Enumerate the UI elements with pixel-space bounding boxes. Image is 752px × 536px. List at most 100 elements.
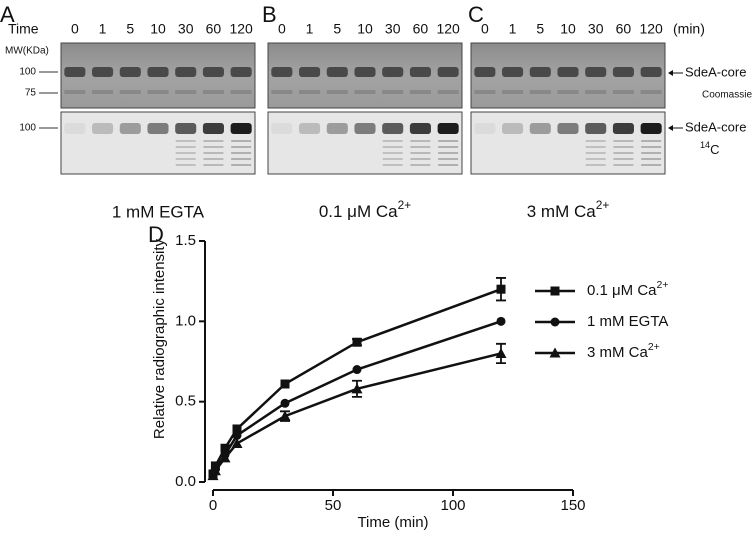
time-label: 0 — [278, 21, 286, 37]
faint-band — [119, 90, 141, 94]
faint-band — [92, 90, 114, 94]
band-label: SdeA-core — [685, 119, 746, 134]
radio-smear — [410, 140, 431, 142]
faint-band — [557, 90, 579, 94]
radio-label: 14C — [700, 140, 720, 157]
panel-letter: B — [262, 2, 277, 27]
coomassie-band — [202, 67, 224, 77]
radio-smear — [175, 164, 196, 166]
faint-band — [640, 90, 662, 94]
radio-smear — [585, 140, 606, 142]
unit-label: (min) — [673, 21, 705, 37]
faint-band — [230, 90, 252, 94]
marker — [232, 430, 242, 440]
radio-band — [640, 123, 662, 134]
coomassie-band — [529, 67, 551, 77]
radiograph-gel — [60, 111, 256, 175]
faint-band — [299, 90, 321, 94]
time-label: 60 — [206, 21, 222, 37]
radio-smear — [438, 164, 459, 166]
radio-smear — [613, 152, 634, 154]
marker — [496, 316, 506, 326]
band-label: SdeA-core — [685, 64, 746, 79]
time-label: 120 — [436, 21, 460, 37]
faint-band — [382, 90, 404, 94]
faint-band — [202, 90, 224, 94]
marker — [495, 347, 507, 358]
radio-smear — [382, 146, 403, 148]
coomassie-band — [147, 67, 169, 77]
time-label: 60 — [616, 21, 632, 37]
radio-smear — [641, 164, 662, 166]
radio-smear — [382, 164, 403, 166]
faint-band — [409, 90, 431, 94]
legend-label: 3 mM Ca2+ — [587, 341, 660, 361]
coomassie-band — [230, 67, 252, 77]
marker — [549, 347, 561, 358]
radio-smear — [203, 158, 224, 160]
radio-smear — [585, 164, 606, 166]
radio-band — [529, 123, 551, 134]
x-axis-label: Time (min) — [357, 514, 428, 531]
time-label: 30 — [178, 21, 194, 37]
coomassie-band — [175, 67, 197, 77]
marker — [280, 398, 290, 408]
radio-smear — [641, 152, 662, 154]
legend-label: 0.1 μM Ca2+ — [587, 279, 668, 299]
radio-band — [585, 123, 607, 134]
time-label: 5 — [536, 21, 544, 37]
radio-smear — [175, 140, 196, 142]
y-tick-label: 0.5 — [175, 393, 196, 410]
coomassie-band — [271, 67, 293, 77]
faint-band — [585, 90, 607, 94]
time-label: 120 — [639, 21, 663, 37]
coomassie-band — [474, 67, 496, 77]
time-label: 10 — [150, 21, 166, 37]
faint-band — [147, 90, 169, 94]
radio-smear — [410, 146, 431, 148]
coomassie-band — [437, 67, 459, 77]
radio-band — [354, 123, 376, 134]
marker — [220, 443, 230, 453]
time-label: 1 — [99, 21, 107, 37]
radio-smear — [438, 146, 459, 148]
radio-smear — [641, 158, 662, 160]
legend-label: 1 mM EGTA — [587, 313, 668, 330]
coomassie-band — [502, 67, 524, 77]
radio-smear — [613, 164, 634, 166]
radio-band — [175, 123, 197, 134]
y-tick-label: 1.0 — [175, 312, 196, 329]
time-label: 0 — [71, 21, 79, 37]
x-tick-label: 150 — [560, 497, 585, 514]
faint-band — [354, 90, 376, 94]
radio-band — [612, 123, 634, 134]
y-axis-label: Relative radiographic intensity — [151, 238, 168, 439]
radio-band — [271, 123, 293, 134]
coomassie-band — [92, 67, 114, 77]
radio-smear — [613, 146, 634, 148]
radio-smear — [203, 164, 224, 166]
x-tick-label: 100 — [440, 497, 465, 514]
radio-smear — [438, 152, 459, 154]
faint-band — [64, 90, 86, 94]
radio-band — [502, 123, 524, 134]
faint-band — [612, 90, 634, 94]
condition-label: 3 mM Ca2+ — [527, 198, 610, 221]
coomassie-band — [382, 67, 404, 77]
radio-smear — [613, 140, 634, 142]
radiograph-gel — [470, 111, 666, 175]
marker — [351, 383, 363, 394]
faint-band — [326, 90, 348, 94]
coomassie-band — [119, 67, 141, 77]
radio-smear — [410, 158, 431, 160]
radio-smear — [410, 164, 431, 166]
x-tick-label: 0 — [209, 497, 217, 514]
time-label: 10 — [357, 21, 373, 37]
radio-band — [409, 123, 431, 134]
marker — [219, 452, 231, 463]
time-label: 60 — [413, 21, 429, 37]
marker — [352, 337, 362, 347]
radio-band — [474, 123, 496, 134]
radio-smear — [382, 140, 403, 142]
